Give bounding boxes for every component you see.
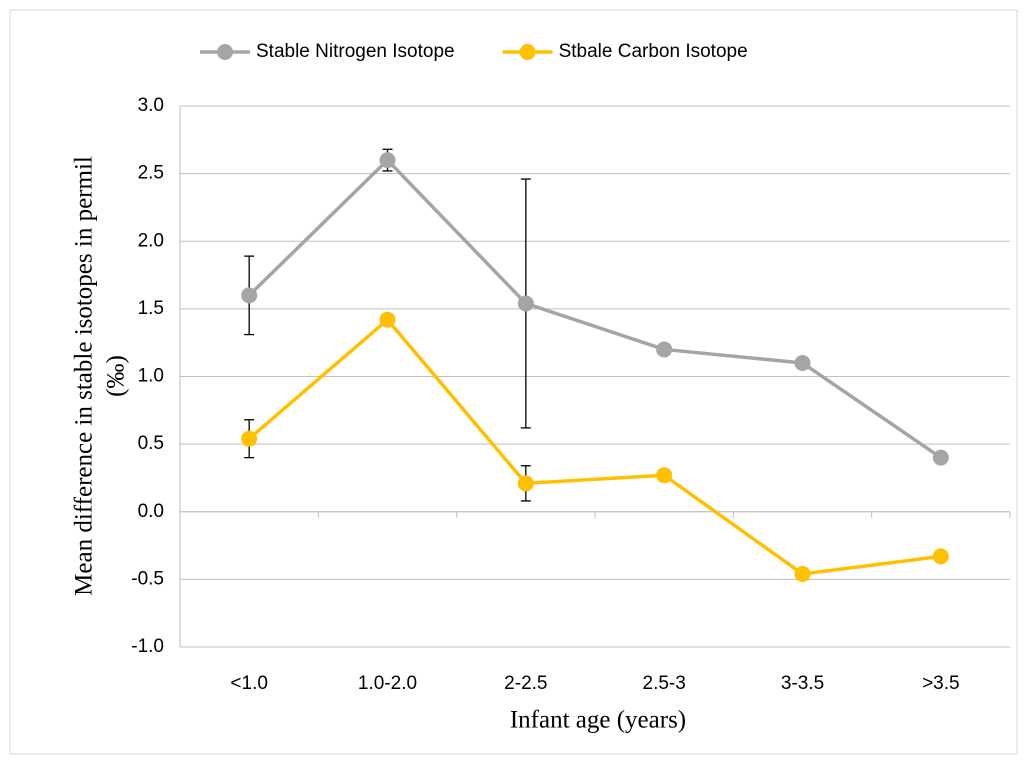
legend-label: Stbale Carbon Isotope [559, 41, 748, 62]
data-point [241, 287, 258, 304]
series-line [247, 157, 942, 460]
data-point [379, 152, 396, 169]
y-tick-label: 2.0 [138, 230, 164, 251]
x-tick-label: 1.0-2.0 [358, 673, 417, 694]
x-tick-label: >3.5 [922, 673, 960, 694]
x-tick-label: 2.5-3 [643, 673, 686, 694]
x-tick-label: <1.0 [230, 673, 268, 694]
chart-border [9, 9, 1018, 755]
y-tick-label: 2.5 [138, 163, 164, 184]
x-tick-label: 2-2.5 [504, 673, 547, 694]
legend-label: Stable Nitrogen Isotope [256, 41, 455, 62]
y-tick-label: 3.0 [138, 95, 164, 116]
data-point [517, 475, 534, 492]
data-point [241, 430, 258, 447]
y-axis-title: (‰) [103, 355, 130, 397]
data-point [794, 354, 811, 371]
data-point [794, 565, 811, 582]
data-point [656, 341, 673, 358]
series-line [248, 317, 942, 576]
legend-marker [519, 44, 536, 60]
y-tick-label: -1.0 [131, 636, 164, 657]
x-axis-title: Infant age (years) [510, 707, 686, 734]
y-tick-label: 1.0 [138, 366, 164, 387]
y-tick-label: 1.5 [138, 298, 164, 319]
y-tick-label: 0.5 [138, 433, 164, 454]
legend-marker [217, 44, 233, 60]
x-tick-label: 3-3.5 [781, 673, 824, 694]
data-point [932, 449, 949, 466]
data-point [656, 467, 673, 484]
y-tick-label: -0.5 [131, 568, 164, 589]
data-point [932, 548, 949, 565]
data-point [517, 295, 534, 312]
y-tick-label: 0.0 [138, 501, 164, 522]
y-axis-title: Mean difference in stable isotopes in pe… [71, 156, 98, 596]
data-point [379, 311, 396, 328]
